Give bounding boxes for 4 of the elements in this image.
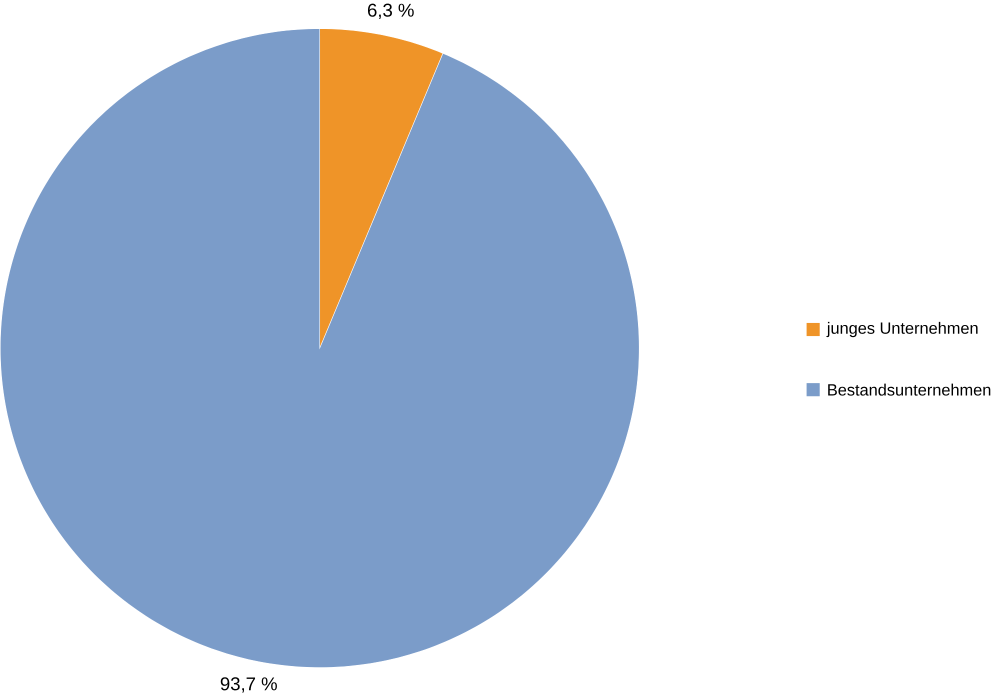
data-label: 93,7 % — [220, 677, 277, 692]
legend-label: junges Unternehmen — [826, 322, 978, 338]
legend-label: Bestandsunternehmen — [828, 384, 990, 396]
data-label: 6,3 % — [368, 4, 414, 19]
